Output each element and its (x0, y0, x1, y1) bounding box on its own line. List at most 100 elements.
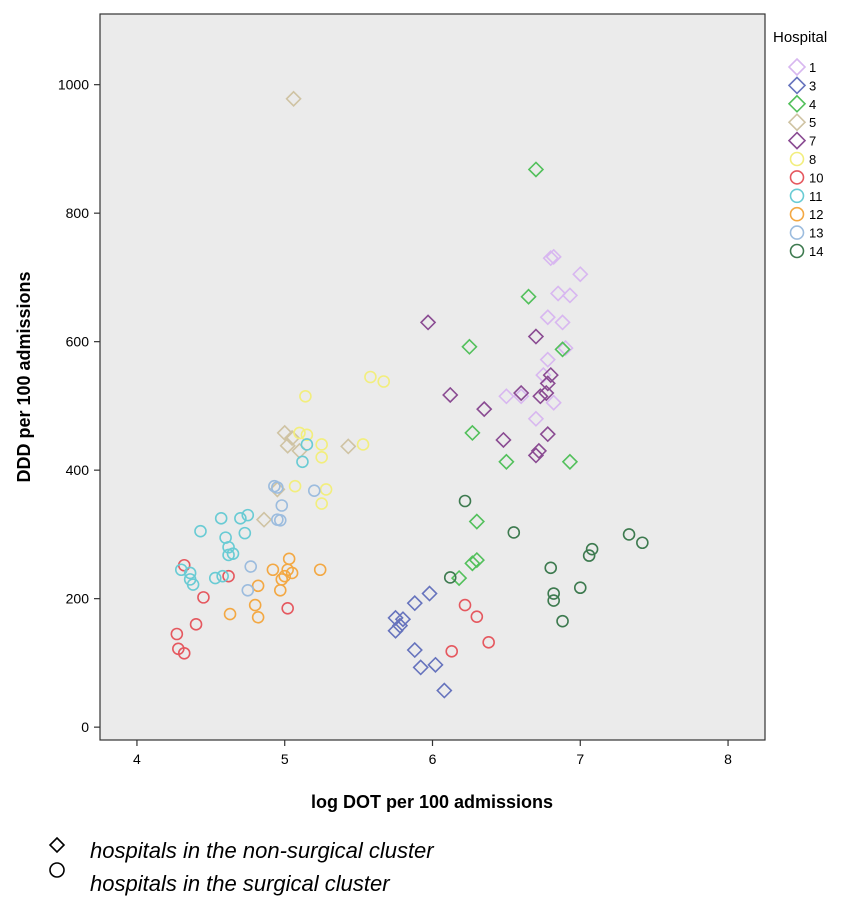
data-point-diamond (513, 388, 530, 405)
data-point-circle (278, 569, 292, 583)
circle-icon (49, 862, 65, 878)
y-tick-label: 200 (66, 591, 90, 607)
data-point-circle (223, 607, 237, 621)
legend-label: 4 (809, 97, 816, 112)
data-point-diamond (549, 285, 567, 302)
legend-item-hospital-11: 11 (789, 188, 823, 204)
legend-label: 13 (809, 226, 823, 241)
data-point-circle (266, 563, 280, 577)
data-point-diamond (527, 328, 545, 345)
data-point-diamond (464, 424, 481, 442)
data-point-diamond (436, 682, 453, 699)
diamond-icon (48, 836, 66, 854)
data-point-diamond (539, 309, 556, 326)
data-point-circle (293, 426, 306, 440)
legend-item-hospital-4: 4 (787, 94, 816, 113)
data-point-circle (307, 484, 321, 498)
plot-area (99, 13, 766, 741)
data-point-circle (319, 483, 333, 496)
data-point-diamond (532, 388, 549, 405)
series-hospital-3 (387, 585, 453, 699)
data-point-circle (470, 610, 484, 623)
data-point-circle (226, 547, 240, 560)
data-point-circle (288, 479, 302, 493)
data-point-diamond (255, 511, 273, 528)
series-hospital-8 (288, 370, 391, 510)
data-point-circle (281, 601, 294, 615)
legend-item-hospital-8: 8 (789, 151, 816, 167)
data-point-circle (445, 645, 459, 658)
legend-item-hospital-3: 3 (787, 76, 816, 95)
data-point-circle (443, 571, 457, 584)
data-point-circle (507, 526, 521, 539)
data-point-diamond (269, 481, 286, 498)
legend-diamond-icon (787, 76, 807, 95)
y-tick-label: 800 (66, 205, 90, 221)
data-point-diamond (520, 288, 537, 305)
data-point-circle (177, 646, 191, 660)
data-point-circle (364, 370, 377, 384)
data-point-diamond (495, 431, 512, 449)
data-point-circle (356, 438, 370, 451)
data-point-diamond (554, 341, 571, 358)
data-point-diamond (513, 384, 530, 402)
data-point-circle (189, 618, 203, 631)
x-tick-label: 5 (281, 751, 289, 767)
data-point-circle (582, 549, 596, 562)
data-point-circle (214, 512, 228, 525)
data-point-circle (216, 569, 229, 583)
x-tick-label: 6 (429, 751, 437, 767)
series-hospital-14 (443, 494, 649, 628)
data-point-diamond (406, 595, 423, 612)
legend-circle-icon (789, 170, 805, 185)
series-hospital-4 (450, 161, 579, 587)
series-hospital-12 (223, 552, 327, 624)
data-point-diamond (468, 513, 485, 530)
y-tick-label: 1000 (58, 77, 89, 93)
data-point-circle (285, 566, 299, 580)
data-point-circle (547, 594, 560, 607)
data-point-diamond (279, 437, 296, 454)
data-point-circle (194, 524, 207, 538)
data-point-circle (238, 526, 252, 540)
axes: 4 5 6 7 8 0 200 400 600 800 1000 (58, 77, 732, 767)
data-point-diamond (412, 659, 429, 676)
note-surgical: hospitals in the surgical cluster (49, 862, 391, 896)
legend-title: Hospital (773, 29, 827, 46)
data-point-diamond (476, 400, 493, 418)
legend-item-hospital-14: 14 (789, 243, 823, 259)
data-point-diamond (527, 410, 545, 427)
legend-item-hospital-5: 5 (787, 113, 816, 132)
legend-item-hospital-13: 13 (789, 225, 823, 241)
data-point-diamond (283, 429, 301, 447)
data-point-diamond (498, 388, 515, 405)
data-point-circle (299, 389, 312, 403)
data-point-circle (183, 566, 197, 580)
data-point-diamond (557, 339, 574, 357)
data-point-diamond (539, 351, 556, 368)
data-point-circle (585, 542, 599, 556)
data-point-circle (313, 563, 327, 577)
data-point-circle (315, 497, 328, 510)
data-point-circle (222, 540, 235, 554)
data-point-diamond (527, 161, 545, 178)
x-tick-label: 4 (133, 751, 141, 767)
data-point-circle (482, 636, 495, 649)
note-non-surgical: hospitals in the non-surgical cluster (48, 836, 435, 863)
legend-item-hospital-1: 1 (787, 57, 816, 77)
data-point-circle (300, 428, 314, 442)
data-point-circle (241, 584, 255, 597)
data-point-diamond (421, 585, 438, 602)
legend-label: 10 (809, 170, 823, 185)
data-point-circle (222, 569, 235, 583)
y-tick-label: 600 (66, 334, 90, 350)
data-point-circle (300, 438, 314, 451)
data-point-diamond (468, 551, 485, 569)
legend-diamond-icon (787, 57, 807, 77)
data-point-diamond (545, 248, 562, 265)
data-point-circle (186, 578, 200, 591)
cluster-notes: hospitals in the non-surgical cluster ho… (48, 836, 435, 896)
data-point-diamond (461, 338, 478, 355)
